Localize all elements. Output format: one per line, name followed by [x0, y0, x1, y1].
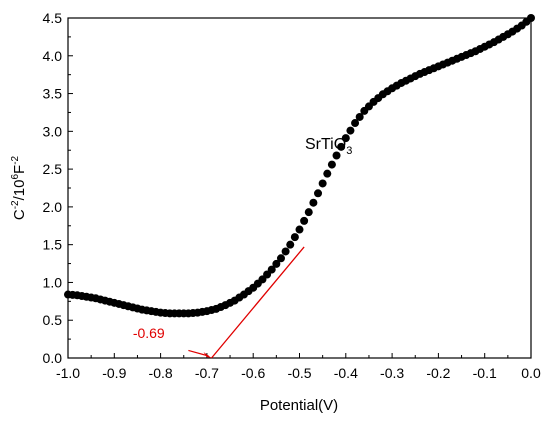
x-tick-label: -0.3: [380, 365, 404, 381]
data-point: [267, 265, 276, 274]
data-point: [346, 126, 355, 135]
x-tick-label: 0.0: [521, 365, 541, 381]
data-point: [337, 142, 346, 151]
y-tick-label: 3.5: [43, 86, 63, 102]
data-point: [332, 151, 341, 160]
data-point: [304, 208, 313, 217]
data-point: [351, 119, 360, 128]
data-point: [318, 179, 327, 188]
series-label: SrTiO3: [305, 136, 352, 157]
data-point: [323, 169, 332, 178]
data-point: [290, 233, 299, 242]
annotation: -0.69: [133, 246, 305, 359]
y-tick-label: 0.0: [43, 350, 63, 366]
x-axis-title: Potential(V): [260, 397, 338, 414]
data-point: [327, 160, 336, 169]
x-tick-label: -0.2: [426, 365, 450, 381]
y-axis-title: C-2/106F-2: [10, 155, 28, 220]
y-tick-label: 1.0: [43, 274, 63, 290]
data-point: [286, 240, 295, 249]
data-point: [300, 216, 309, 225]
data-series: [64, 14, 535, 318]
y-tick-label: 3.0: [43, 123, 63, 139]
tangent-line: [211, 246, 305, 359]
y-tick-label: 1.5: [43, 237, 63, 253]
x-tick-label: -0.8: [149, 365, 173, 381]
y-tick-label: 4.0: [43, 48, 63, 64]
y-tick-label: 0.5: [43, 312, 63, 328]
data-point: [309, 198, 318, 207]
x-tick-label: -0.6: [241, 365, 265, 381]
annotation-arrowhead: [203, 352, 212, 358]
y-tick-label: 2.5: [43, 161, 63, 177]
y-tick-label: 2.0: [43, 199, 63, 215]
x-tick-label: -0.7: [195, 365, 219, 381]
data-point: [355, 112, 364, 121]
x-tick-label: -1.0: [56, 365, 80, 381]
data-point: [341, 134, 350, 143]
data-point: [295, 225, 304, 234]
data-point: [527, 14, 535, 22]
y-axis: 0.0 0.5 1.0 1.5 2.0 2.5 3.0 3.5 4.0 4.5: [43, 10, 73, 366]
x-tick-label: -0.1: [473, 365, 497, 381]
y-tick-label: 4.5: [43, 10, 63, 26]
data-point: [272, 259, 281, 268]
x-tick-label: -0.4: [334, 365, 358, 381]
x-tick-label: -0.9: [102, 365, 126, 381]
data-point: [281, 247, 290, 256]
data-point: [314, 189, 323, 198]
x-tick-label: -0.5: [287, 365, 311, 381]
data-point: [276, 254, 285, 263]
x-axis: -1.0 -0.9 -0.8 -0.7 -0.6 -0.5 -0.4 -0.3 -0.2 -0.1…: [56, 353, 541, 381]
annotation-label: -0.69: [133, 325, 165, 341]
annotation-arrow: [188, 349, 209, 357]
